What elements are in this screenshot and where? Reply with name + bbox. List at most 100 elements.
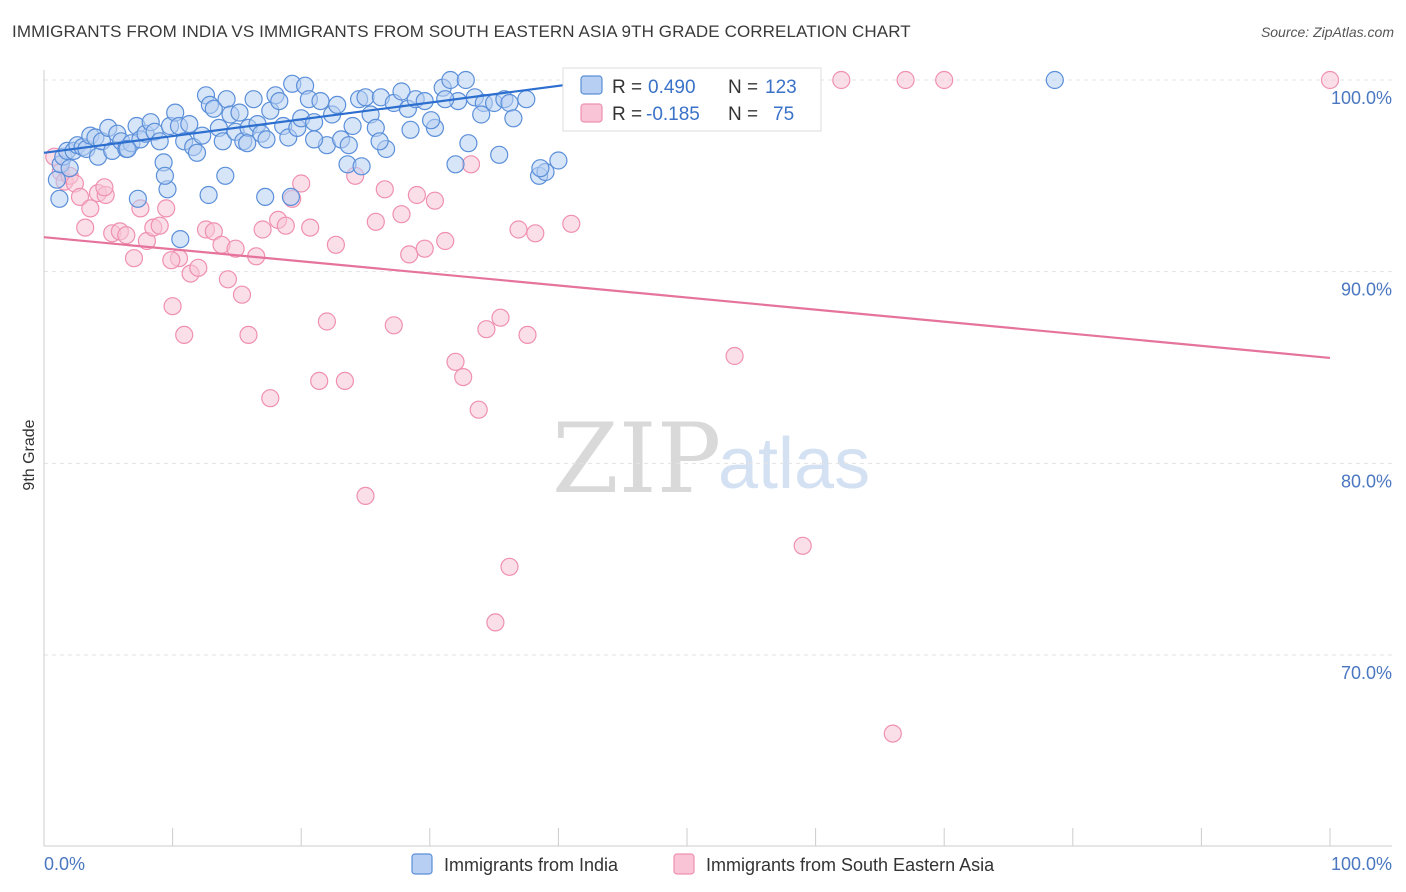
legend-r-label-sea: R = [612, 104, 642, 125]
point-india [343, 116, 362, 136]
bottom-legend-label-india: Immigrants from India [444, 855, 619, 875]
point-sea [356, 486, 375, 505]
series-india-points [47, 70, 1064, 249]
point-india [370, 132, 389, 151]
legend-r-label-india: R = [612, 77, 642, 98]
point-sea [261, 389, 280, 408]
point-india [281, 187, 300, 206]
point-india [193, 126, 212, 145]
point-india [257, 130, 276, 149]
point-sea [335, 371, 354, 390]
point-sea [509, 220, 528, 239]
point-india [171, 230, 190, 249]
point-sea [518, 325, 537, 344]
chart-title: IMMIGRANTS FROM INDIA VS IMMIGRANTS FROM… [12, 22, 911, 41]
y-tick-labels: 70.0% 80.0% 90.0% 100.0% [1331, 88, 1392, 683]
point-sea [218, 270, 237, 289]
bottom-legend-swatch-sea [673, 853, 695, 875]
point-sea [526, 224, 545, 243]
point-sea [477, 320, 496, 339]
legend-r-value-sea: -0.185 [646, 104, 700, 125]
point-india [446, 155, 465, 174]
legend-n-label-sea: N = [728, 104, 758, 125]
point-sea [117, 226, 136, 245]
point-sea [366, 212, 385, 231]
point-sea [81, 199, 100, 218]
point-india [244, 90, 263, 109]
trend-lines [43, 78, 1331, 360]
point-india [392, 82, 411, 101]
point-sea [175, 325, 194, 344]
stats-legend: R = 0.490 N = 123 R = -0.185 N = 75 [562, 67, 822, 132]
point-india [459, 134, 478, 153]
point-sea [392, 205, 411, 224]
point-sea [70, 187, 90, 206]
point-india [270, 91, 289, 111]
point-india [352, 157, 371, 176]
y-tick-label: 100.0% [1331, 88, 1392, 108]
point-india [415, 91, 434, 111]
point-india [199, 185, 218, 205]
watermark-atlas: atlas [718, 424, 870, 504]
point-sea [562, 214, 581, 233]
point-india [422, 111, 441, 130]
point-india [118, 139, 137, 159]
point-india [230, 103, 249, 122]
legend-n-label-india: N = [728, 77, 758, 98]
point-sea [226, 239, 245, 258]
point-india [216, 166, 235, 185]
source-label: Source: ZipAtlas.com [1260, 24, 1394, 40]
legend-n-value-sea: 75 [773, 104, 794, 125]
point-sea [793, 536, 812, 555]
point-sea [232, 285, 252, 304]
point-sea [500, 557, 519, 576]
point-india [50, 189, 69, 208]
point-sea [162, 251, 181, 270]
point-india [60, 159, 79, 178]
point-sea [163, 297, 182, 316]
point-india [356, 88, 375, 107]
point-india [256, 187, 275, 206]
point-sea [317, 312, 336, 331]
point-sea [124, 249, 144, 268]
point-sea [189, 258, 208, 277]
point-india [305, 130, 324, 149]
point-sea [486, 613, 505, 632]
point-sea [76, 218, 95, 237]
point-india [339, 136, 358, 155]
point-sea [446, 352, 465, 371]
point-india [401, 120, 420, 139]
legend-swatch-india [580, 75, 603, 95]
point-sea [310, 371, 329, 390]
trend-line-sea [43, 236, 1331, 360]
point-india [217, 90, 236, 109]
x-tick-label-min: 0.0% [44, 854, 85, 874]
point-india [204, 99, 223, 118]
bottom-legend-label-sea: Immigrants from South Eastern Asia [706, 855, 995, 875]
point-india [531, 159, 550, 178]
legend-r-value-india: 0.490 [648, 77, 696, 98]
point-sea [469, 400, 488, 419]
series-legend: Immigrants from India Immigrants from So… [411, 853, 995, 875]
point-india [472, 105, 491, 124]
point-sea [425, 191, 444, 210]
legend-n-value-india: 123 [765, 77, 797, 98]
point-sea [95, 178, 114, 197]
point-sea [400, 245, 419, 264]
point-india [187, 143, 207, 162]
point-sea [454, 368, 473, 387]
point-sea [157, 199, 176, 218]
y-axis-title: 9th Grade [21, 419, 38, 490]
point-sea [204, 222, 223, 241]
series-sea-points [45, 70, 1340, 743]
point-sea [301, 218, 320, 237]
bottom-legend-swatch-india [411, 853, 433, 875]
point-sea [407, 185, 426, 205]
gridlines [44, 79, 1392, 656]
point-sea [896, 70, 915, 90]
point-sea [461, 155, 481, 174]
point-sea [415, 239, 434, 258]
point-sea [725, 346, 744, 366]
point-india [150, 132, 169, 151]
